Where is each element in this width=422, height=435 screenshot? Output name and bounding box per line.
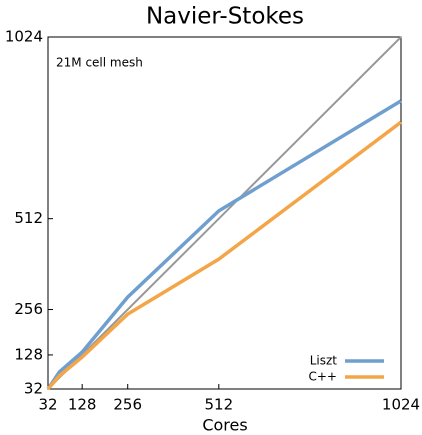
plot-frame — [47, 36, 402, 390]
y-tick-label: 512 — [14, 209, 43, 227]
y-tick-label: 1024 — [5, 28, 43, 46]
annotation: 21M cell mesh — [56, 56, 143, 70]
x-tick-label: 128 — [68, 396, 97, 414]
x-tick-label: 256 — [113, 396, 142, 414]
series-line — [46, 120, 403, 391]
legend-label: C++ — [309, 370, 338, 384]
chart-title: Navier-Stokes — [146, 4, 304, 30]
series-line — [46, 99, 402, 390]
x-axis-label: Cores — [202, 416, 247, 435]
y-tick-label: 128 — [14, 345, 43, 363]
y-tick-label: 32 — [24, 380, 43, 398]
legend-label: Liszt — [310, 354, 338, 368]
series-line — [47, 36, 402, 390]
x-tick-label: 512 — [204, 396, 233, 414]
x-tick-label: 32 — [38, 396, 57, 414]
y-tick-label: 256 — [14, 300, 43, 318]
x-tick-label: 1024 — [382, 396, 420, 414]
